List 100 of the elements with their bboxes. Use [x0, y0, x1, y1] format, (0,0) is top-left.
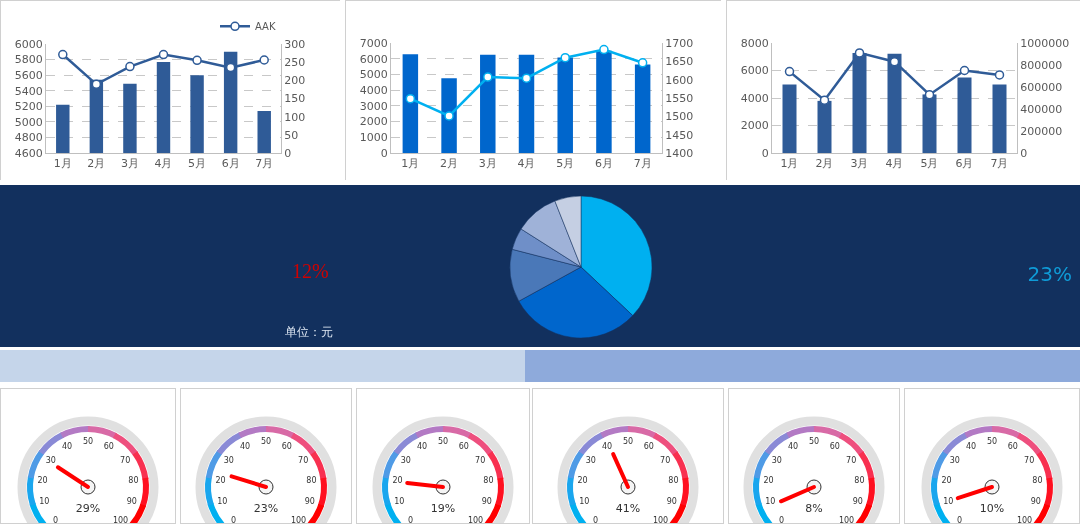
- bar: [518, 54, 535, 153]
- y-tick-label: 5000: [14, 115, 43, 129]
- text: 80: [483, 475, 494, 485]
- y-tick-label: 6000: [359, 52, 388, 66]
- legend-label: AAK: [255, 21, 276, 33]
- text: 90: [481, 497, 492, 507]
- y-tick-label: 4800: [14, 131, 43, 145]
- text: 0: [407, 515, 414, 524]
- y-tick-label: 8000: [740, 36, 769, 50]
- y2-tick-label: 250: [284, 56, 306, 70]
- y-tick-label: 5600: [14, 68, 43, 82]
- text: 90: [852, 497, 863, 507]
- point: [125, 61, 135, 72]
- y-tick-label: 7000: [359, 36, 388, 50]
- text: 70: [660, 455, 671, 465]
- y2-tick-label: 800000: [1020, 58, 1063, 72]
- y-tick-label: 5800: [14, 53, 43, 67]
- text: 50: [986, 437, 998, 446]
- x-tick-label: 1月: [401, 157, 420, 171]
- x-tick-label: 6月: [955, 157, 974, 171]
- y2-tick-label: 1650: [665, 55, 694, 69]
- y2-tick-label: 200: [284, 74, 306, 88]
- bar: [596, 50, 612, 153]
- text: 0: [592, 515, 599, 524]
- point: [784, 66, 795, 77]
- text: 10: [943, 497, 954, 507]
- text: 20: [941, 475, 952, 485]
- text: 30: [400, 455, 411, 465]
- y2-tick-label: 200000: [1020, 124, 1063, 138]
- data-label: 10%: [979, 502, 1005, 515]
- text: 20: [392, 475, 403, 485]
- text: 20: [763, 475, 774, 485]
- y-tick-label: 1000: [359, 131, 388, 145]
- x-tick-label: 3月: [850, 157, 869, 171]
- y-tick-label: 5200: [14, 100, 43, 114]
- point: [637, 58, 648, 68]
- x-tick-label: 2月: [87, 157, 106, 171]
- text: 90: [126, 497, 137, 507]
- x-tick-label: 4月: [154, 157, 173, 171]
- x-tick-label: 1月: [53, 157, 72, 171]
- point: [599, 44, 609, 55]
- text: 0: [956, 515, 963, 524]
- text: 30: [45, 455, 56, 465]
- y2-tick-label: 0: [284, 146, 292, 160]
- text: 90: [1030, 497, 1041, 507]
- y-tick-label: 5000: [359, 68, 388, 82]
- text: 60: [281, 442, 292, 452]
- text: 10: [765, 497, 776, 507]
- text: 80: [306, 475, 317, 485]
- text: 60: [643, 442, 654, 452]
- text: 12%: [292, 260, 329, 283]
- x-tick-label: 4月: [517, 157, 536, 171]
- text: 100: [838, 515, 855, 524]
- text: 80: [854, 475, 865, 485]
- y2-tick-label: 1600: [665, 73, 694, 87]
- y-tick-label: 4000: [359, 83, 388, 97]
- y-tick-label: 2000: [359, 115, 388, 129]
- text: 30: [949, 455, 960, 465]
- text: 20: [215, 475, 226, 485]
- point: [924, 89, 935, 100]
- y2-tick-label: 100: [284, 110, 306, 124]
- x-tick-label: 2月: [440, 157, 459, 171]
- bar: [782, 84, 797, 153]
- point: [158, 49, 169, 60]
- text: 10: [217, 497, 228, 507]
- y2-tick-label: 150: [284, 92, 306, 106]
- point: [521, 73, 532, 83]
- x-tick-label: 7月: [633, 157, 652, 171]
- data-label: 23%: [253, 502, 279, 515]
- text: 100: [1016, 515, 1033, 524]
- point: [994, 70, 1005, 80]
- y-tick-label: 2000: [740, 119, 769, 133]
- y2-tick-label: 50: [284, 128, 299, 142]
- text: 60: [458, 442, 469, 452]
- point: [483, 72, 493, 82]
- point: [854, 48, 865, 58]
- bar: [441, 78, 457, 153]
- text: 0: [230, 515, 237, 524]
- point: [560, 52, 570, 63]
- data-label: 41%: [615, 502, 641, 515]
- text: 60: [103, 442, 114, 452]
- y-tick-label: 0: [761, 146, 769, 160]
- text: 40: [417, 442, 428, 452]
- bar: [480, 54, 496, 153]
- x-tick-label: 3月: [120, 157, 139, 171]
- bar: [992, 84, 1007, 153]
- y-tick-label: 6000: [14, 37, 43, 51]
- text: 70: [1024, 455, 1035, 465]
- text: 单位：元: [285, 324, 333, 341]
- x-tick-label: 3月: [478, 157, 497, 171]
- text: 70: [475, 455, 486, 465]
- bar: [402, 54, 419, 153]
- bar: [957, 77, 972, 153]
- text: 80: [1032, 475, 1043, 485]
- text: 10: [394, 497, 405, 507]
- text: 100: [112, 515, 129, 524]
- text: 100: [467, 515, 484, 524]
- x-tick-label: 1月: [780, 157, 799, 171]
- point: [192, 55, 202, 66]
- text: 20: [37, 475, 48, 485]
